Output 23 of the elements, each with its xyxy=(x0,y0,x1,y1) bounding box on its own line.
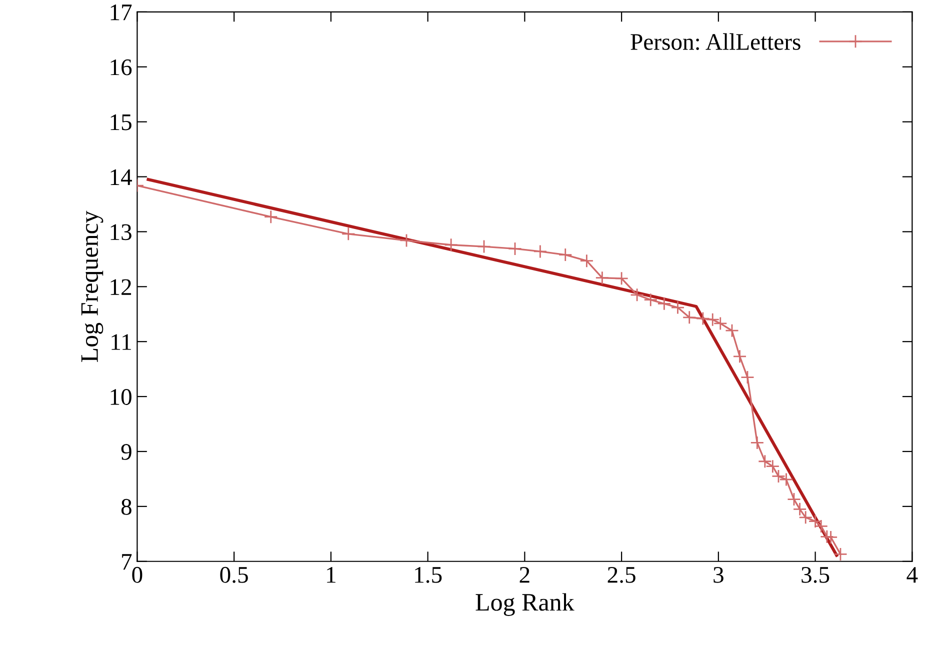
y-tick-label: 11 xyxy=(112,334,131,350)
legend-label: Person: AllLetters xyxy=(630,33,800,50)
y-axis-title: Log Frequency xyxy=(81,210,104,362)
y-tick-label: 16 xyxy=(110,59,132,76)
y-tick-label: 15 xyxy=(110,114,132,130)
y-tick-label: 8 xyxy=(121,498,132,515)
x-tick-label: 0.5 xyxy=(220,566,248,583)
y-tick-label: 14 xyxy=(110,169,132,185)
y-tick-label: 12 xyxy=(110,279,132,295)
x-tick-label: 2.5 xyxy=(608,566,636,583)
x-tick-label: 3 xyxy=(714,566,724,583)
x-tick-label: 1.5 xyxy=(415,567,442,583)
x-tick-label: 4 xyxy=(906,567,918,583)
y-tick-label: 13 xyxy=(110,224,132,240)
x-tick-label: 3.5 xyxy=(802,566,830,583)
x-axis-title: Log Rank xyxy=(476,593,574,616)
x-tick-label: 1 xyxy=(327,567,336,583)
y-tick-label: 17 xyxy=(110,4,132,20)
x-tick-label: 2 xyxy=(520,566,530,583)
x-tick-label: 0 xyxy=(132,566,142,583)
y-tick-label: 9 xyxy=(121,444,132,460)
y-tick-label: 10 xyxy=(110,389,132,405)
y-tick-label: 7 xyxy=(122,554,132,570)
